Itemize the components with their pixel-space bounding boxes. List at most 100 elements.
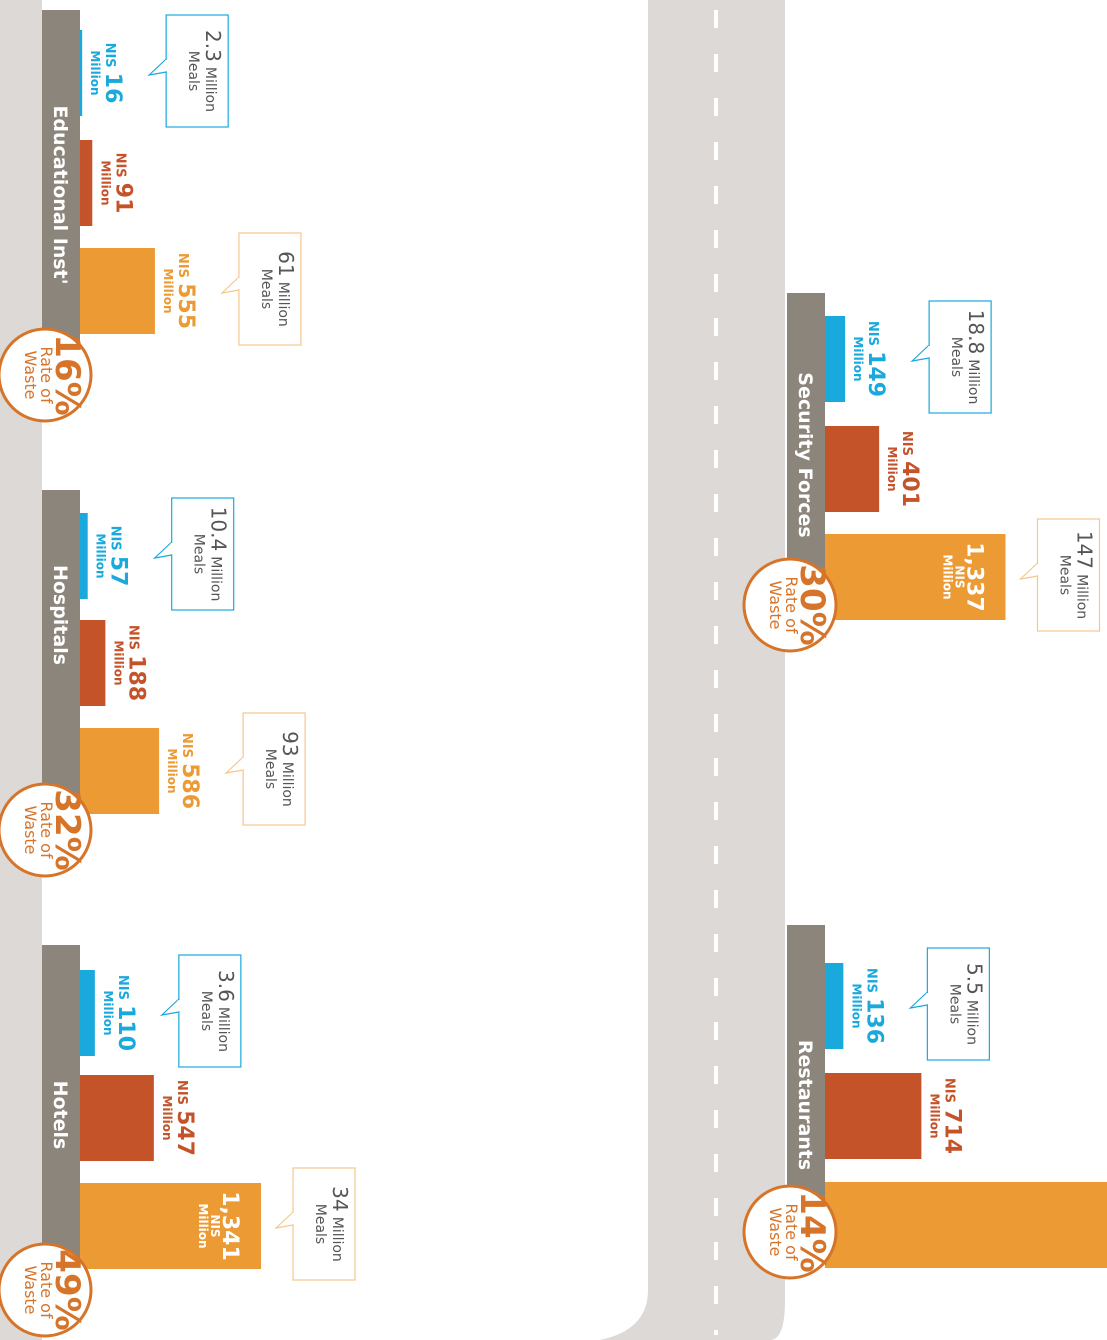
meals-value-part: 93 <box>278 731 302 756</box>
value-label-part: 401 <box>897 461 922 507</box>
value-unit-part: Million <box>160 1095 174 1140</box>
meals-value-part: 10.4 <box>207 507 231 552</box>
value-unit-part: Million <box>849 983 863 1028</box>
value-label: NIS 57 <box>106 526 131 587</box>
rate-text: Waste <box>21 350 40 399</box>
rate-text-part: Waste <box>21 805 40 854</box>
value-label-part: NIS <box>115 975 130 1000</box>
rate-value: 49% <box>47 1249 87 1330</box>
value-unit: Million <box>165 748 179 793</box>
value-label-part: NIS <box>112 153 127 178</box>
value-label-part: 110 <box>113 1005 138 1051</box>
meals-value: 18.8 Million <box>964 310 988 405</box>
rate-value: 30% <box>792 564 832 645</box>
value-label: NIS 714 <box>939 1078 964 1154</box>
meals-value-part: Million <box>279 762 295 807</box>
value-label-part: 1,337 <box>961 542 986 612</box>
category-label-part: Educational Inst' <box>49 105 71 284</box>
meals-unit-part: Meals <box>258 269 274 309</box>
meals-unit: Meals <box>191 534 207 574</box>
rate-text: Waste <box>766 580 785 629</box>
value-unit-part: Million <box>88 50 102 95</box>
rate-text: Rate of <box>37 801 56 859</box>
value-unit: Million <box>101 990 115 1035</box>
bar <box>80 620 106 706</box>
meals-box <box>926 947 990 1061</box>
meals-pointer <box>147 58 167 76</box>
meals-unit: Meals <box>185 51 201 91</box>
rate-text-part: Rate of <box>37 801 56 859</box>
meals-value: 3.6 Million <box>214 970 238 1052</box>
meals-unit-part: Meals <box>198 991 214 1031</box>
value-unit: Million <box>849 983 863 1028</box>
value-label-part: NIS <box>941 1078 956 1103</box>
rate-text: Waste <box>766 1207 785 1256</box>
meals-unit-part: Meals <box>312 1204 328 1244</box>
value-label-part: 136 <box>861 998 886 1044</box>
category-label-part: Restaurants <box>794 1040 816 1170</box>
value-unit: Million <box>111 640 125 685</box>
meals-pointer <box>274 1211 294 1229</box>
rate-value-part: 14% <box>792 1191 832 1272</box>
meals-value-part: 3.6 <box>214 970 238 1002</box>
meals-value-part: Million <box>275 282 291 327</box>
category-label-part: Security Forces <box>794 372 816 537</box>
value-label: NIS 16 <box>100 43 125 104</box>
meals-value: 61 Million <box>274 251 298 327</box>
meals-box <box>165 14 229 128</box>
value-label-part: NIS <box>108 526 123 551</box>
value-currency: NIS <box>952 565 966 588</box>
value-unit: Million <box>851 336 865 381</box>
value-label-part: 586 <box>177 763 202 809</box>
value-currency-part: NIS <box>952 565 966 588</box>
rate-circle <box>742 1184 838 1280</box>
rate-text-part: Waste <box>766 580 785 629</box>
meals-unit-part: Meals <box>191 534 207 574</box>
meals-box <box>242 712 306 826</box>
road <box>600 0 785 1340</box>
value-unit: Million <box>94 533 108 578</box>
bar <box>80 248 155 334</box>
meals-value-part: 18.8 <box>964 310 988 355</box>
value-label-part: 1,341 <box>217 1191 242 1261</box>
rate-circle <box>0 1242 93 1338</box>
meals-unit: Meals <box>258 269 274 309</box>
value-unit-part: Million <box>94 533 108 578</box>
value-currency: NIS <box>208 1214 222 1237</box>
bar <box>825 1073 922 1159</box>
value-unit-part: Million <box>927 1093 941 1138</box>
value-unit-part: Million <box>161 268 175 313</box>
rate-text-part: Rate of <box>37 346 56 404</box>
value-label-part: NIS <box>865 321 880 346</box>
value-label: NIS 555 <box>173 253 198 329</box>
bar <box>825 534 1006 620</box>
category-bar <box>42 10 80 375</box>
meals-unit: Meals <box>948 337 964 377</box>
value-label: NIS 188 <box>123 625 148 701</box>
value-label-part: NIS <box>102 43 117 68</box>
value-label-part: 714 <box>939 1108 964 1154</box>
value-unit: Million <box>88 50 102 95</box>
value-unit-part: Million <box>101 990 115 1035</box>
value-label: NIS 136 <box>861 968 886 1044</box>
value-label-part: NIS <box>899 431 914 456</box>
rate-text: Rate of <box>782 1203 801 1261</box>
rate-text-part: Waste <box>766 1207 785 1256</box>
meals-value-part: Million <box>208 556 224 601</box>
rate-value-part: 32% <box>47 789 87 870</box>
meals-unit: Meals <box>312 1204 328 1244</box>
meals-unit: Meals <box>1056 555 1072 595</box>
category-label-part: Hotels <box>49 1081 71 1150</box>
category-bar <box>787 293 825 605</box>
meals-pointer <box>220 276 240 294</box>
rate-text: Waste <box>21 805 40 854</box>
value-label-part: NIS <box>125 625 140 650</box>
meals-value-part: Million <box>1073 574 1089 619</box>
rate-text: Waste <box>21 1265 40 1314</box>
category-label-part: Hospitals <box>49 565 71 665</box>
rate-value: 32% <box>47 789 87 870</box>
category-label: Security Forces <box>794 372 816 537</box>
category-label: Educational Inst' <box>49 105 71 284</box>
value-label-part: NIS <box>175 253 190 278</box>
value-label: 1,341 <box>217 1191 242 1261</box>
